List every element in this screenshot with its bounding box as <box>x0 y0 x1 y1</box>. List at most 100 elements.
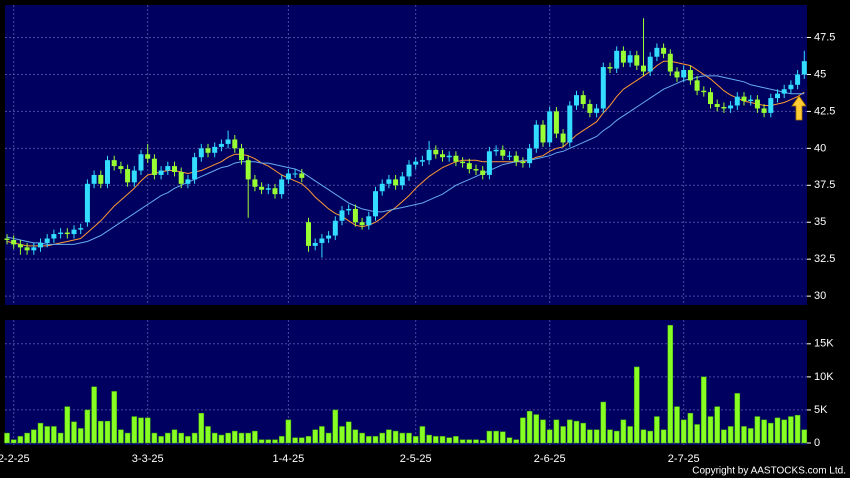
volume-bar <box>647 430 653 444</box>
volume-bar <box>734 393 741 444</box>
candle-body <box>520 161 526 164</box>
volume-bar <box>386 429 392 444</box>
candle-body <box>91 174 97 184</box>
volume-bar <box>486 430 493 444</box>
volume-bar <box>540 419 546 444</box>
candle-body <box>131 170 137 183</box>
candle-body <box>553 111 559 134</box>
candle-body <box>594 108 600 113</box>
candle-body <box>373 191 378 217</box>
candle-body <box>352 208 358 223</box>
candle-body <box>661 47 667 54</box>
volume-bar <box>654 416 660 444</box>
x-tick-label: 3-3-25 <box>132 453 164 465</box>
x-tick-label: 2-5-25 <box>400 453 432 465</box>
candle-body <box>125 169 131 183</box>
candle-body <box>51 234 57 239</box>
volume-bar <box>272 439 278 444</box>
candle-body <box>614 50 620 69</box>
candle-body <box>768 98 774 113</box>
candle-body <box>158 170 164 175</box>
volume-bar <box>372 436 379 444</box>
candle-body <box>172 166 177 172</box>
candle-body <box>694 80 700 91</box>
volume-bar <box>714 406 720 444</box>
candle-body <box>366 216 372 226</box>
candle-body <box>741 96 747 102</box>
candle-body <box>533 124 539 149</box>
candle-body <box>252 179 258 187</box>
candle-body <box>667 53 673 72</box>
volume-bar <box>761 419 767 444</box>
volume-bar <box>620 419 627 444</box>
y-tick-label: 45 <box>814 68 826 80</box>
candle-body <box>580 95 586 105</box>
volume-bar <box>265 439 272 444</box>
volume-bar <box>4 432 10 444</box>
candle-body <box>754 99 760 109</box>
candle-body <box>379 183 385 192</box>
volume-bar <box>198 412 205 444</box>
candle-body <box>299 173 305 178</box>
candle-body <box>406 164 412 177</box>
volume-bar <box>299 437 305 444</box>
candle-body <box>527 148 533 164</box>
volume-bar <box>707 416 714 444</box>
volume-bar <box>218 434 225 444</box>
candle-body <box>319 238 325 243</box>
y-tick-label: 40 <box>814 142 826 154</box>
candle-body <box>587 104 593 113</box>
volume-bar <box>319 426 325 444</box>
candle-body <box>426 149 432 161</box>
candle-body <box>24 247 30 251</box>
candle-body <box>31 247 37 251</box>
volume-bar <box>768 422 774 444</box>
candle-body <box>205 148 211 153</box>
candle-body <box>714 104 720 107</box>
volume-bar <box>44 426 50 444</box>
candle-body <box>641 65 646 72</box>
candle-body <box>761 108 767 113</box>
volume-bar <box>774 417 781 444</box>
candle-body <box>151 158 157 175</box>
candle-body <box>500 149 506 156</box>
y-tick-label: 15K <box>814 338 834 350</box>
candle-body <box>647 56 653 72</box>
candle-body <box>279 179 285 195</box>
y-tick-label: 35 <box>814 216 826 228</box>
volume-bar <box>788 416 794 444</box>
volume-bar <box>245 432 251 444</box>
candle-body <box>393 179 399 186</box>
candle-body <box>466 163 472 170</box>
volume-bar <box>57 432 64 444</box>
candle-body <box>346 208 352 211</box>
candle-body <box>272 188 278 195</box>
volume-bar <box>600 401 607 444</box>
volume-bar <box>352 429 359 444</box>
candle-body <box>326 235 332 239</box>
y-tick-label: 32.5 <box>814 253 835 265</box>
candle-body <box>84 183 90 223</box>
volume-bar <box>144 417 151 444</box>
candle-body <box>721 106 727 109</box>
candle-body <box>607 67 613 69</box>
candle-body <box>165 166 171 171</box>
candle-body <box>192 157 198 180</box>
volume-bar <box>526 411 533 444</box>
candle-body <box>493 149 499 152</box>
candle-body <box>245 160 251 180</box>
candle-body <box>185 179 191 184</box>
volume-bar <box>305 436 312 444</box>
volume-bar <box>567 419 573 444</box>
copyright: Copyright by AASTOCKS.com Ltd. <box>692 466 846 477</box>
candle-body <box>339 210 345 221</box>
volume-bar <box>131 416 138 444</box>
candle-body <box>292 173 298 175</box>
volume-bar <box>747 428 754 444</box>
volume-bar <box>459 439 466 444</box>
volume-bar <box>399 432 406 444</box>
volume-bar <box>412 436 419 444</box>
volume-bar <box>339 426 345 444</box>
candle-body <box>225 139 231 144</box>
volume-bar <box>292 437 298 444</box>
